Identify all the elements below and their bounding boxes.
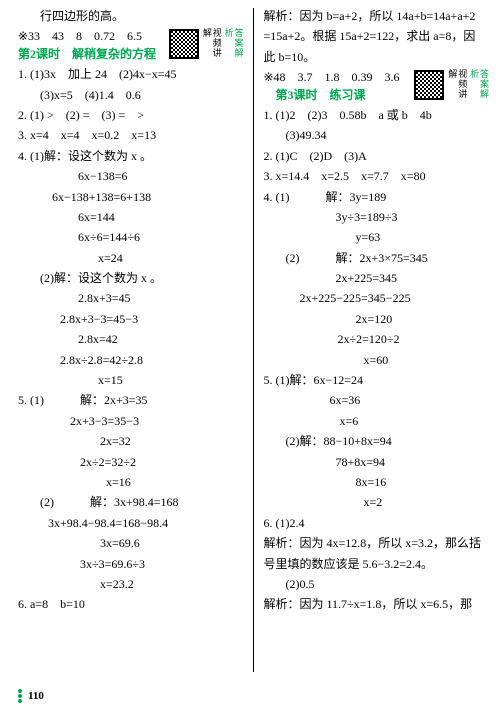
equation-line: x=24 (18, 250, 243, 267)
analysis-line: 此 b=10。 (264, 49, 489, 66)
answer-line: (2) 解：3x+98.4=168 (18, 494, 243, 511)
equation-line: 6x−138+138=6+138 (18, 189, 243, 206)
qr-code-icon (169, 29, 199, 59)
qr-label: 视频讲解 (201, 28, 221, 60)
right-column: 解析：因为 b=a+2，所以 14a+b=14a+a+2 =15a+2。根据 1… (256, 8, 489, 672)
equation-line: x=15 (18, 372, 243, 389)
answer-line: (3)x=5 (4)1.4 0.6 (18, 87, 243, 104)
answer-line: 3. x=4 x=4 x=0.2 x=13 (18, 127, 243, 144)
equation-line: 2.8x+3−3=45−3 (18, 311, 243, 328)
equation-line: 2x+225=345 (264, 270, 489, 287)
analysis-line: 号里填的数应该是 5.6−3.2=2.4。 (264, 556, 489, 573)
answer-line: 4. (1)解：设这个数为 x 。 (18, 148, 243, 165)
answer-line: 3. x=14.4 x=2.5 x=7.7 x=80 (264, 168, 489, 185)
qr-block: 视频讲解 答案解析 (414, 69, 488, 101)
qr-block: 视频讲解 答案解析 (169, 28, 243, 60)
page-number: 110 (18, 690, 44, 702)
star-answers: ※33 43 8 0.72 6.5 (18, 28, 165, 45)
page-columns: 行四边形的高。 ※33 43 8 0.72 6.5 第2课时 解稍复杂的方程 视… (0, 0, 500, 680)
answer-line: 1. (1)3x 加上 24 (2)4x−x=45 (18, 66, 243, 83)
analysis-line: =15a+2。根据 15a+2=122，求出 a=8，因 (264, 28, 489, 45)
answer-line: 1. (1)2 (2)3 0.58b a 或 b 4b (264, 107, 489, 124)
analysis-line: 解析：因为 11.7÷x=1.8，所以 x=6.5，那 (264, 596, 489, 613)
star-row-with-qr: ※33 43 8 0.72 6.5 第2课时 解稍复杂的方程 视频讲解 答案解析 (18, 28, 243, 63)
column-divider (253, 8, 254, 672)
equation-line: 2x=120 (264, 311, 489, 328)
equation-line: 2.8x+3=45 (18, 290, 243, 307)
equation-line: 2x÷2=32÷2 (18, 454, 243, 471)
equation-line: 6x=36 (264, 392, 489, 409)
equation-line: 2x÷2=120÷2 (264, 331, 489, 348)
equation-line: 2.8x÷2.8=42÷2.8 (18, 352, 243, 369)
answer-line: (2)0.5 (264, 576, 489, 593)
qr-label: 答案解析 (223, 28, 243, 60)
equation-line: x=60 (264, 352, 489, 369)
equation-line: 3x+98.4−98.4=168−98.4 (18, 515, 243, 532)
equation-line: 6x−138=6 (18, 168, 243, 185)
answer-line: 2. (1) > (2) = (3) = > (18, 107, 243, 124)
answer-line: (2)解：88−10+8x=94 (264, 433, 489, 450)
section-title-2: 第2课时 解稍复杂的方程 (18, 46, 165, 63)
answer-line: 5. (1)解：6x−12=24 (264, 372, 489, 389)
answer-line: 6. a=8 b=10 (18, 596, 243, 613)
equation-line: 2.8x=42 (18, 331, 243, 348)
equation-line: 2x+225−225=345−225 (264, 290, 489, 307)
section-title-3: 第3课时 练习课 (264, 87, 411, 104)
equation-line: 2x+3−3=35−3 (18, 413, 243, 430)
page-dots-icon (18, 694, 22, 698)
left-column: 行四边形的高。 ※33 43 8 0.72 6.5 第2课时 解稍复杂的方程 视… (18, 8, 251, 672)
equation-line: 6x÷6=144÷6 (18, 229, 243, 246)
qr-label: 答案解析 (468, 69, 488, 101)
equation-line: 3x÷3=69.6÷3 (18, 556, 243, 573)
answer-line: (2)解：设这个数为 x 。 (18, 270, 243, 287)
equation-line: 3y÷3=189÷3 (264, 209, 489, 226)
equation-line: y=63 (264, 229, 489, 246)
star-answers: ※48 3.7 1.8 0.39 3.6 (264, 69, 411, 86)
equation-line: x=16 (18, 474, 243, 491)
answer-line: 6. (1)2.4 (264, 515, 489, 532)
analysis-line: 解析：因为 4x=12.8，所以 x=3.2，那么括 (264, 535, 489, 552)
equation-line: x=6 (264, 413, 489, 430)
qr-label: 视频讲解 (446, 69, 466, 101)
analysis-line: 解析：因为 b=a+2，所以 14a+b=14a+a+2 (264, 8, 489, 25)
equation-line: 3x=69.6 (18, 535, 243, 552)
equation-line: 8x=16 (264, 474, 489, 491)
qr-code-icon (414, 70, 444, 100)
answer-line: 5. (1) 解：2x+3=35 (18, 392, 243, 409)
equation-line: x=2 (264, 494, 489, 511)
equation-line: 6x=144 (18, 209, 243, 226)
equation-line: 2x=32 (18, 433, 243, 450)
equation-line: 78+8x=94 (264, 454, 489, 471)
equation-line: x=23.2 (18, 576, 243, 593)
answer-line: 4. (1) 解：3y=189 (264, 189, 489, 206)
answer-line: (3)49.34 (264, 127, 489, 144)
text-line: 行四边形的高。 (18, 8, 243, 25)
page-number-value: 110 (28, 690, 44, 702)
answer-line: 2. (1)C (2)D (3)A (264, 148, 489, 165)
answer-line: (2) 解：2x+3×75=345 (264, 250, 489, 267)
star-row-with-qr: ※48 3.7 1.8 0.39 3.6 第3课时 练习课 视频讲解 答案解析 (264, 69, 489, 104)
